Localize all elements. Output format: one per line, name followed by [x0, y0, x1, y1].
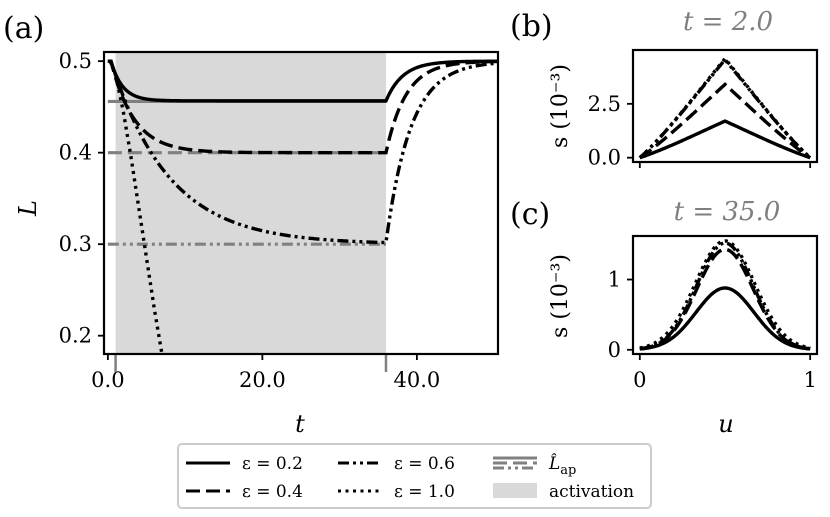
y-tick-label: 0.0: [588, 146, 621, 170]
x-tick-label: 0.0: [91, 368, 124, 392]
x-tick-label: 1: [803, 368, 816, 392]
profile-line-0-6: [638, 57, 812, 159]
y-tick-label: 0.2: [59, 324, 92, 348]
panel-c-series: [639, 239, 811, 351]
panel-a: (a) 0.2 0.3 0.4 0.5 0.0 20.0 40.0 t L: [3, 11, 500, 438]
panel-a-frame: [102, 50, 500, 356]
y-tick-label: 2.5: [588, 92, 621, 116]
panel-c-x-label: u: [718, 410, 733, 438]
y-tick-label: 0: [608, 338, 621, 362]
legend-label: ε = 0.4: [242, 482, 303, 502]
panel-c-frame: [631, 234, 819, 356]
legend-swatch: [493, 483, 537, 498]
legend: ε = 0.2 ε = 0.4 ε = 0.6 ε = 1.0 L̂ap activati…: [177, 443, 652, 509]
series-line-0-4: [107, 59, 498, 155]
series-line-0-6: [107, 59, 498, 245]
x-axis-ticks: 0.0 20.0 40.0: [91, 354, 440, 392]
legend-entry-0-4: ε = 0.4: [186, 482, 303, 502]
y-tick-label: 0.5: [59, 49, 92, 73]
profile-line-0-4: [638, 82, 812, 160]
y-tick-label: 0.3: [59, 232, 92, 256]
panel-a-label: (a): [3, 11, 44, 46]
y-tick-label: 0.4: [59, 141, 92, 165]
panel-b-y-label: s (10⁻³): [548, 64, 573, 148]
series-lines: [107, 59, 498, 354]
legend-label: activation: [549, 482, 634, 502]
legend-label: ε = 0.6: [394, 454, 455, 474]
x-tick-label: 20.0: [239, 368, 286, 392]
panel-b: (b) t = 2.0 0.0 2.5 s (10⁻³): [510, 7, 819, 170]
panel-b-title: t = 2.0: [683, 7, 773, 37]
legend-entry-1-0: ε = 1.0: [338, 482, 455, 502]
panel-b-label: (b): [510, 9, 553, 44]
profile-line-1-0: [638, 55, 812, 159]
legend-label: ε = 1.0: [394, 482, 455, 502]
profile-line-1-0: [639, 239, 811, 350]
x-tick-label: 0: [633, 368, 646, 392]
panel-c-title: t = 35.0: [674, 197, 781, 227]
legend-entry-l-ap: L̂ap: [493, 454, 576, 478]
legend-entry-0-2: ε = 0.2: [186, 454, 303, 474]
panel-c-label: (c): [510, 197, 550, 232]
legend-entry-activation: activation: [493, 482, 634, 502]
y-axis-ticks: 0.2 0.3 0.4 0.5: [59, 49, 104, 348]
profile-line-0-2: [639, 286, 811, 351]
panel-b-y-ticks: 0.0 2.5: [588, 92, 633, 170]
panel-b-frame: [631, 48, 819, 164]
series-line-0-2: [107, 59, 498, 103]
x-tick-label: 40.0: [393, 368, 440, 392]
x-axis-label: t: [295, 410, 305, 438]
y-axis-label: L: [14, 200, 42, 217]
panel-c-y-label: s (10⁻³): [548, 254, 573, 338]
profile-line-0-2: [639, 119, 811, 160]
activation-region: [115, 52, 386, 354]
profile-line-0-6: [639, 241, 811, 351]
panel-c-y-ticks: 01: [608, 268, 633, 362]
y-tick-label: 1: [608, 268, 621, 292]
legend-label: L̂ap: [548, 454, 576, 478]
panel-b-series: [638, 55, 812, 160]
series-line-1-0: [108, 60, 164, 354]
legend-entry-0-6: ε = 0.6: [338, 454, 455, 474]
legend-label: ε = 0.2: [242, 454, 303, 474]
